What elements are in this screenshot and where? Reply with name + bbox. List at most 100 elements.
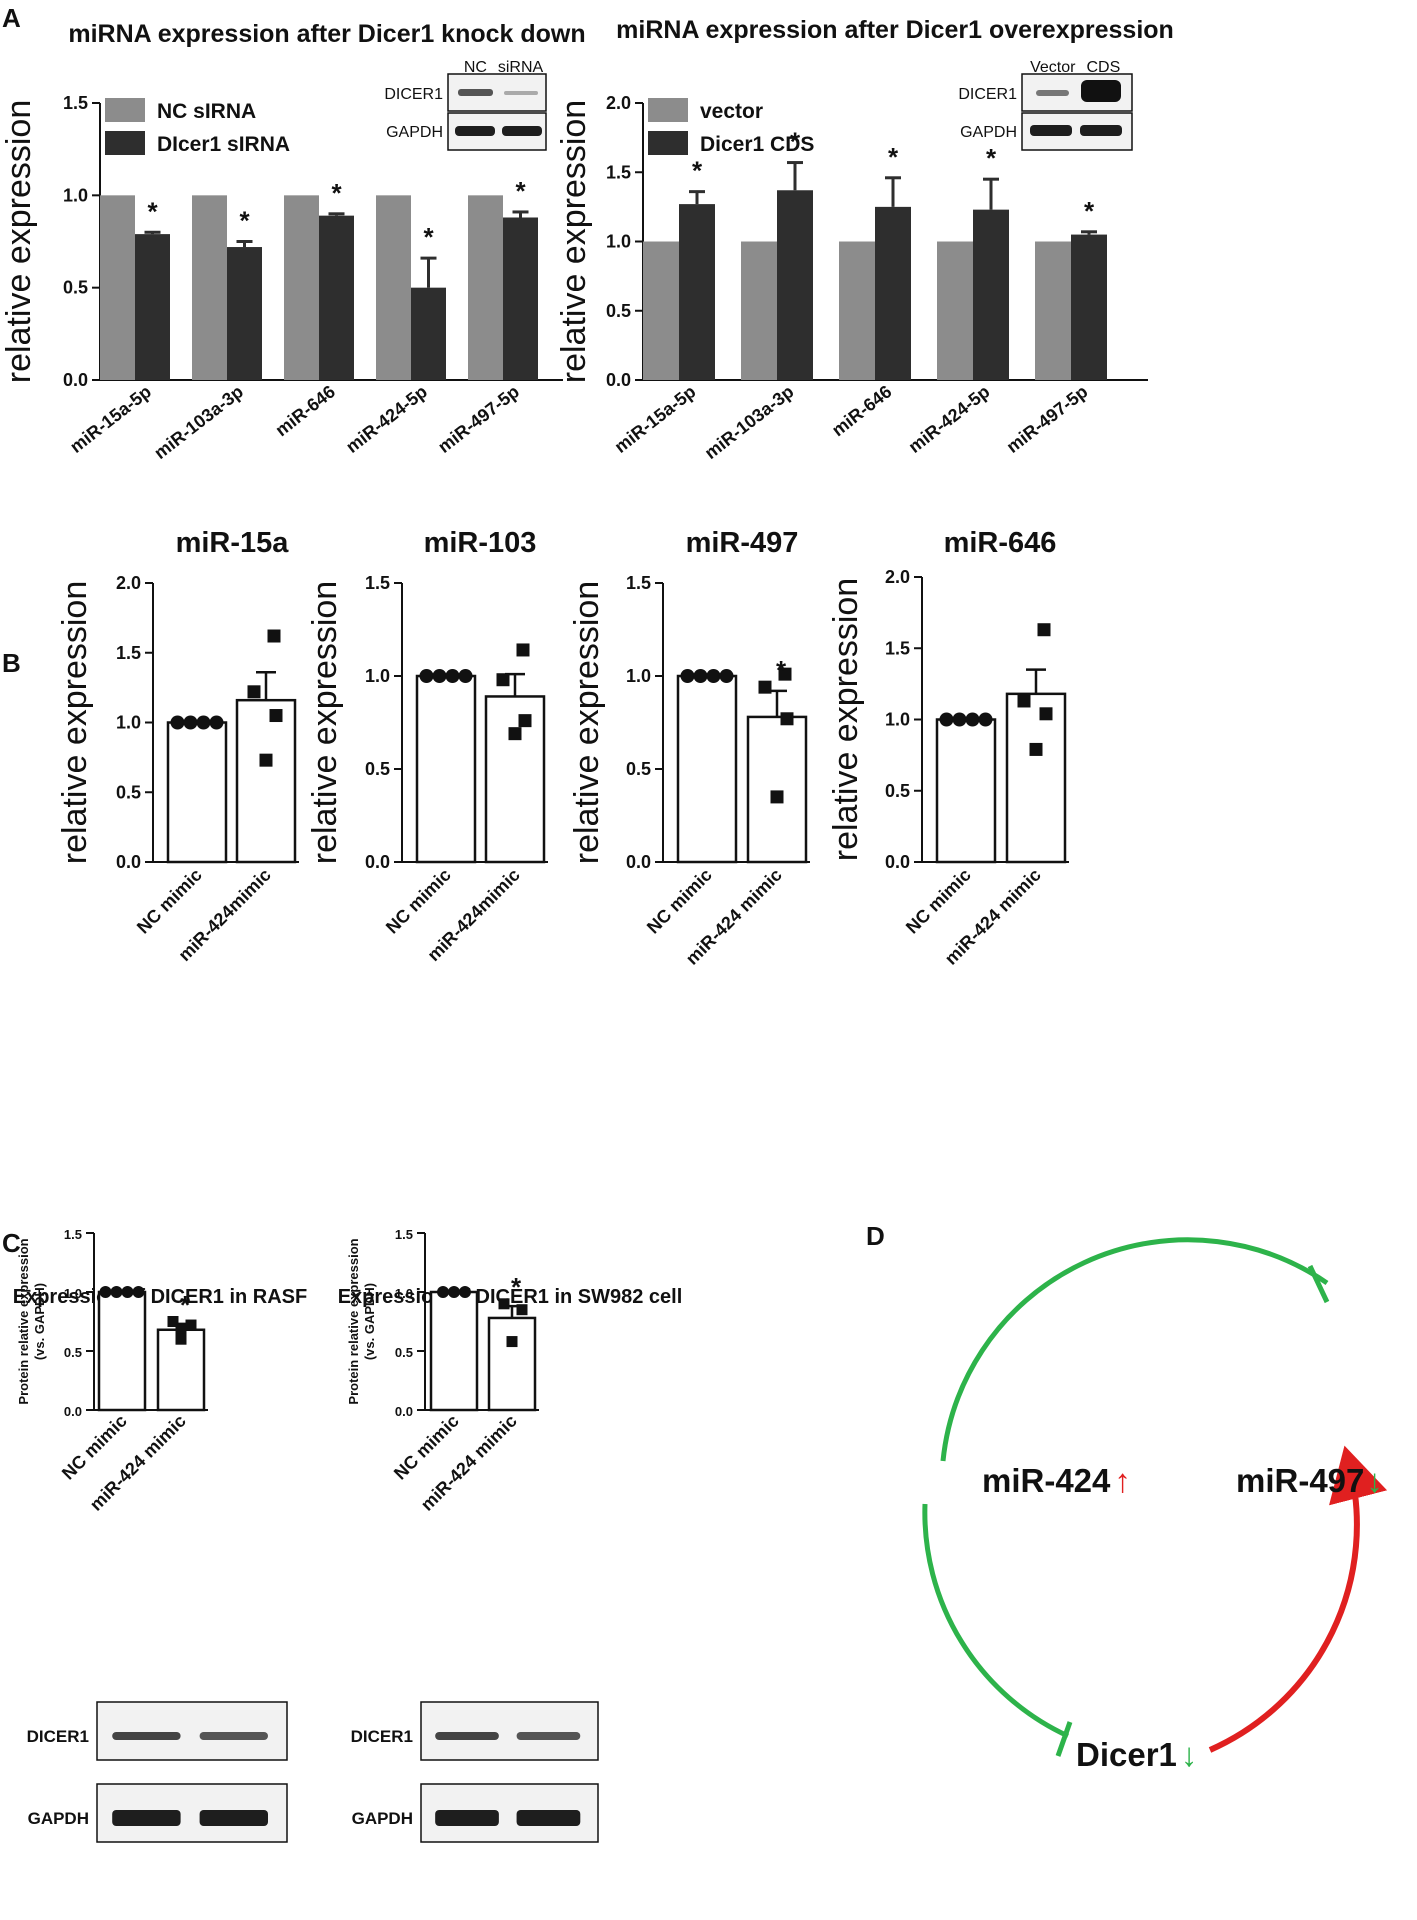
significance-star: * xyxy=(1084,196,1095,226)
significance-star: * xyxy=(888,142,899,172)
blot-band xyxy=(516,1810,581,1826)
diagram-d: miR-424 ↑ miR-497↓ Dicer1 ↓ xyxy=(922,1237,1388,1773)
x-tick-label: miR-497-5p xyxy=(434,381,523,457)
y-tick-label: 0.5 xyxy=(885,781,910,801)
legend-label: DIcer1 sIRNA xyxy=(157,133,290,156)
y-tick-label: 0.5 xyxy=(626,759,651,779)
x-tick-label: miR-103a-3p xyxy=(150,381,247,463)
significance-star: * xyxy=(776,655,787,685)
bar xyxy=(1071,234,1107,380)
chart-title: miR-646 xyxy=(944,527,1057,559)
blot-band xyxy=(112,1810,181,1826)
y-axis-label: relative expression xyxy=(555,100,593,383)
blot-row-box xyxy=(96,1701,288,1761)
x-tick-label: miR-15a-5p xyxy=(611,381,700,457)
blot-row-label: GAPDH xyxy=(960,124,1017,141)
data-point xyxy=(267,629,281,643)
blot-row-box xyxy=(420,1701,599,1761)
y-tick-label: 0.5 xyxy=(64,1345,82,1360)
significance-star: * xyxy=(790,127,801,157)
y-tick-label: 1.5 xyxy=(116,643,141,663)
blot-band xyxy=(435,1810,499,1826)
node-dicer1: Dicer1 ↓ xyxy=(1076,1736,1197,1773)
legend-label: NC sIRNA xyxy=(157,100,256,123)
data-point xyxy=(778,667,792,681)
y-axis-label: relative expression xyxy=(568,581,606,864)
legend-swatch xyxy=(648,98,688,122)
bar xyxy=(679,204,715,380)
x-tick-label: NC mimic xyxy=(643,865,716,938)
blot-band xyxy=(504,91,538,95)
y-tick-label: 0.0 xyxy=(64,1404,82,1419)
blot-row-label: GAPDH xyxy=(386,124,443,141)
y-tick-label: 1.0 xyxy=(116,713,141,733)
data-point xyxy=(506,1336,518,1348)
blot-row-label: GAPDH xyxy=(352,1809,413,1828)
bar xyxy=(487,1316,537,1412)
bar xyxy=(746,715,808,864)
chart-title: miRNA expression after Dicer1 overexpres… xyxy=(616,16,1174,44)
edge-mir424-inhibits-dicer1 xyxy=(922,1503,1070,1739)
bar xyxy=(284,195,319,380)
significance-star: * xyxy=(423,222,434,252)
blot-row-label: GAPDH xyxy=(28,1809,89,1828)
x-tick-label: miR-646 xyxy=(271,381,338,440)
data-point xyxy=(780,712,794,726)
chart-a1-dicer1-knockdown: 0.0 0.5 1.0 1.5 miRNA expression after Dicer… xyxy=(0,20,586,463)
y-tick-label: 0.0 xyxy=(63,370,88,390)
x-tick-label: miR-15a-5p xyxy=(66,381,155,457)
bar xyxy=(839,241,875,380)
significance-star: * xyxy=(511,1272,522,1302)
x-tick-label: miR-103a-3p xyxy=(701,381,798,463)
y-tick-label: 2.0 xyxy=(116,573,141,593)
bar xyxy=(192,195,227,380)
data-point xyxy=(167,1316,179,1327)
y-tick-label: 1.0 xyxy=(885,710,910,730)
up-arrow-icon: ↑ xyxy=(1114,1462,1131,1499)
blot-band xyxy=(502,126,542,136)
y-axis-label: relative expression xyxy=(0,100,38,383)
chart-title: miRNA expression after Dicer1 knock down xyxy=(68,20,585,48)
data-point xyxy=(196,715,211,730)
y-tick-label: 0.5 xyxy=(63,278,88,298)
data-point xyxy=(209,715,224,730)
bar xyxy=(411,287,446,380)
data-point xyxy=(170,715,185,730)
x-tick-label: miR-424-5p xyxy=(342,381,431,457)
data-point xyxy=(508,727,522,741)
data-point xyxy=(939,712,954,727)
x-tick-label: NC mimic xyxy=(133,865,206,938)
blot-lane-label: NC xyxy=(464,59,487,76)
bar xyxy=(468,195,503,380)
data-point xyxy=(516,643,530,657)
y-tick-label: 0.0 xyxy=(116,852,141,872)
significance-star: * xyxy=(515,176,526,206)
data-point xyxy=(680,669,695,683)
y-tick-label: 1.0 xyxy=(626,666,651,686)
data-point xyxy=(121,1286,134,1298)
data-point xyxy=(259,753,273,767)
bar xyxy=(503,217,538,380)
y-tick-label: 0.0 xyxy=(395,1404,413,1419)
bar xyxy=(741,241,777,380)
blot-band xyxy=(1081,80,1121,102)
chart-title: miR-15a xyxy=(176,527,290,559)
data-point xyxy=(978,712,993,727)
blot-band xyxy=(1036,90,1069,96)
bar xyxy=(643,241,679,380)
significance-star: * xyxy=(331,178,342,208)
blot-band xyxy=(435,1732,499,1740)
y-tick-label: 1.5 xyxy=(64,1227,82,1242)
y-tick-label: 1.5 xyxy=(365,573,390,593)
data-point xyxy=(498,1298,510,1310)
chart-b2-mir103: 0.0 0.5 1.0 1.5 miR-103 relative expression NC… xyxy=(306,527,548,965)
x-tick-label: miR-497-5p xyxy=(1003,381,1092,457)
data-point xyxy=(518,714,532,728)
bar xyxy=(319,215,354,380)
chart-title: Expression of DICER1 in SW982 cell xyxy=(338,1286,683,1308)
data-point xyxy=(458,669,473,683)
blot-band xyxy=(1080,125,1122,136)
y-tick-label: 0.0 xyxy=(606,370,631,390)
y-axis-label: Protein relative expression xyxy=(346,1238,361,1404)
